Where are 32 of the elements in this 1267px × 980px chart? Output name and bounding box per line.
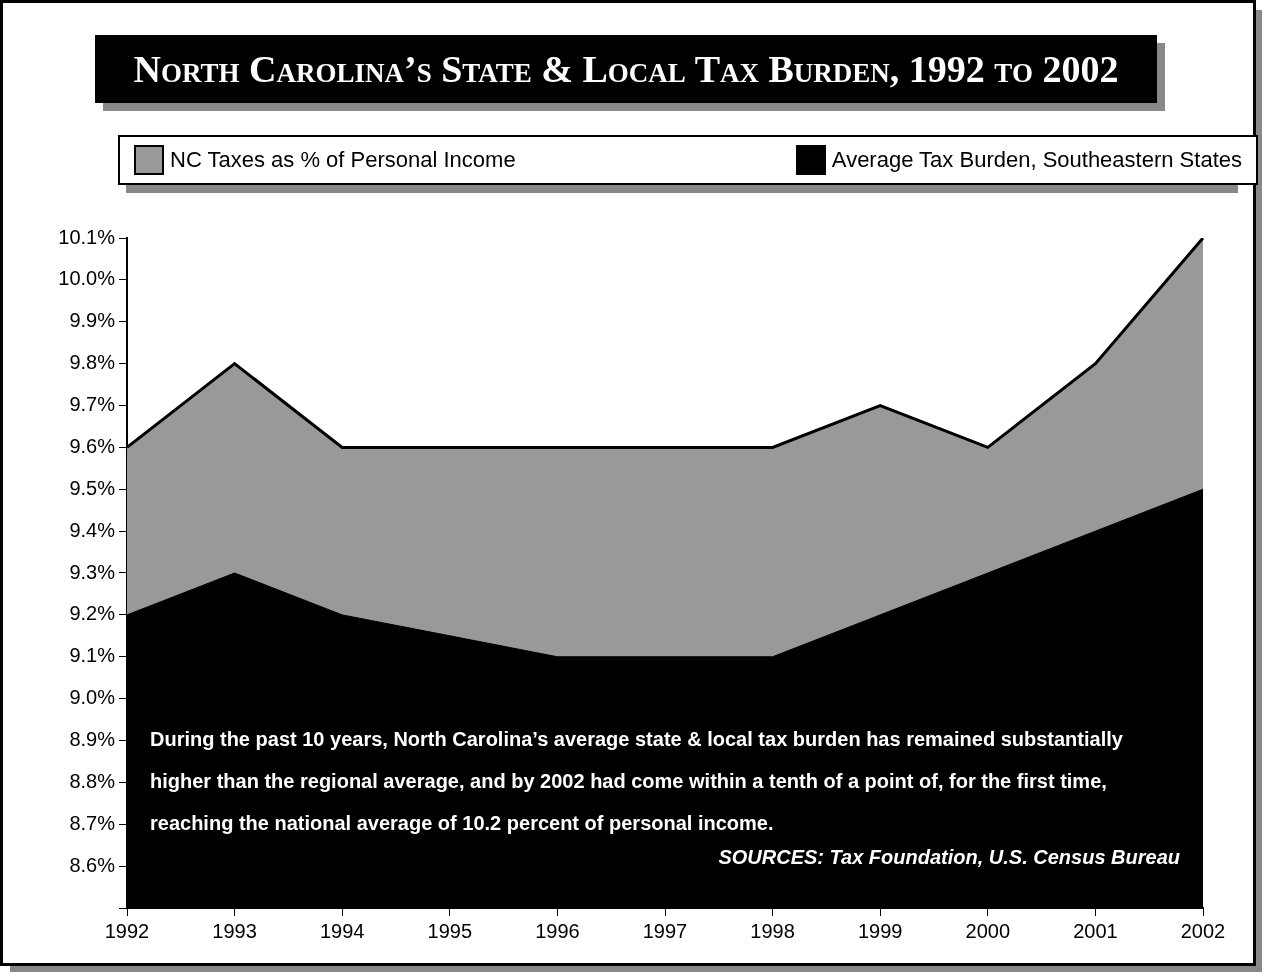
y-tick-label: 9.4% — [69, 518, 116, 541]
y-tick-label: 9.5% — [69, 476, 116, 499]
y-tick-label: 8.7% — [69, 811, 116, 834]
x-tick-label: 2001 — [1073, 919, 1118, 942]
x-tick-label: 1996 — [535, 919, 580, 942]
x-tick-label: 1998 — [750, 919, 795, 942]
y-tick-label: 9.9% — [69, 309, 116, 332]
x-tick-label: 2000 — [965, 919, 1011, 942]
legend-label: Average Tax Burden, Southeastern States — [831, 147, 1242, 173]
x-tick-label: 1997 — [642, 919, 688, 942]
y-tick-label: 9.1% — [69, 644, 116, 667]
y-tick-label: 8.8% — [69, 769, 116, 792]
annotation: SOURCES: Tax Foundation, U.S. Census Bureau — [717, 845, 1180, 870]
x-tick-label: 1994 — [319, 919, 365, 942]
y-tick-label: 10.1% — [58, 225, 116, 248]
x-tick-label: 1999 — [857, 919, 903, 942]
y-tick-label: 8.9% — [69, 728, 116, 751]
y-tick-label: 9.0% — [69, 686, 116, 709]
y-tick-label: 9.2% — [69, 602, 116, 625]
legend-label: NC Taxes as % of Personal Income — [170, 147, 516, 173]
x-tick-label: 1995 — [427, 919, 473, 942]
y-tick-label: 9.6% — [69, 434, 116, 457]
y-tick-label: 9.3% — [69, 560, 116, 583]
y-tick-label: 8.6% — [69, 853, 116, 876]
chart-title: North Carolina’s State & Local Tax Burden, 1992 to 2002 — [95, 35, 1157, 103]
y-tick-label: 9.8% — [69, 351, 116, 374]
y-tick-label: 10.0% — [58, 267, 116, 290]
y-tick-label: 9.7% — [69, 393, 116, 416]
x-tick-label: 1993 — [212, 919, 257, 942]
annotation: During the past 10 years, North Carolina’s average state & local tax burden has remained substantially higher than the regional average, and by 2002 had come within a tenth of a point of, for the first time, reaching the national average of 10.2 percent of personal income. — [150, 727, 1124, 836]
x-tick-label: 1992 — [104, 919, 150, 942]
x-tick-label: 2002 — [1180, 919, 1226, 942]
